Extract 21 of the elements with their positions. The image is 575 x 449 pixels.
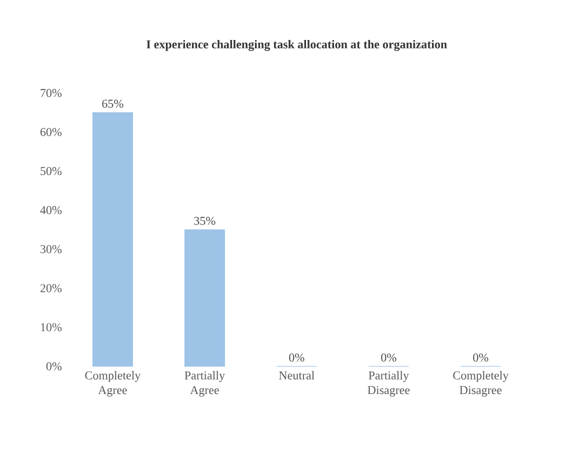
y-tick-label: 60% [40, 128, 62, 136]
y-tick-label: 0% [46, 362, 62, 370]
data-label: 0% [289, 353, 304, 362]
y-tick-label: 20% [40, 284, 62, 292]
y-tick-label: 10% [41, 323, 62, 332]
x-tick-label: Partially Agree [184, 371, 225, 397]
data-label: 35% [194, 216, 216, 225]
x-tick-label: Partially Disagree [368, 371, 410, 397]
y-tick-label: 30% [40, 245, 62, 254]
y-tick-label: 40% [40, 206, 62, 214]
x-tick-label: Neutral [279, 371, 314, 380]
y-tick-label: 50% [40, 167, 62, 176]
x-tick-label: Completely Disagree [453, 371, 509, 397]
x-tick-label: Completely Agree [85, 371, 141, 397]
data-label: 0% [381, 353, 396, 362]
bar [92, 112, 133, 367]
bar [184, 229, 225, 367]
chart-title: I experience challenging task allocation at the organization [146, 40, 447, 51]
data-label: 65% [102, 100, 124, 108]
y-tick-label: 70% [40, 88, 62, 98]
data-label: 0% [473, 353, 488, 362]
